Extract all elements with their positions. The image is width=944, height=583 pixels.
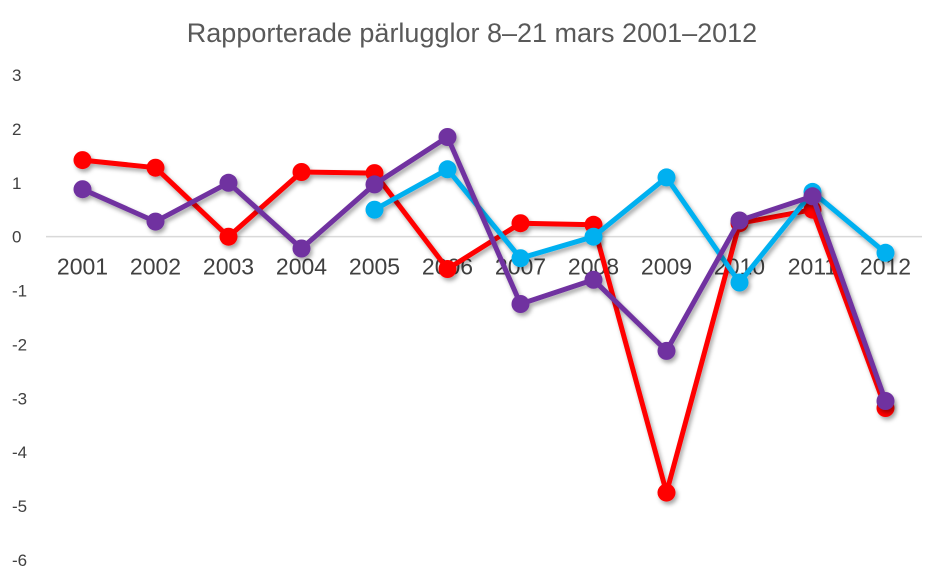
data-point (146, 212, 165, 231)
y-tick-label: 3 (12, 66, 21, 85)
data-point (292, 163, 311, 181)
data-point (511, 295, 530, 313)
data-point (365, 200, 384, 219)
data-point (730, 273, 749, 292)
y-tick-label: -6 (12, 551, 27, 570)
data-point (730, 211, 749, 230)
data-point (73, 180, 92, 199)
x-axis-tick-labels: 2001200220032004200520062007200820092010… (57, 254, 911, 280)
x-tick-label: 2003 (203, 254, 254, 280)
y-tick-label: -3 (12, 389, 27, 408)
y-axis-tick-labels: 3 2 1 0 -1 -2 -3 -4 -5 -6 (12, 66, 27, 570)
data-point (584, 227, 603, 246)
data-point (438, 260, 457, 278)
data-point (876, 392, 895, 410)
y-tick-label: -4 (12, 443, 27, 462)
data-point (365, 175, 384, 194)
x-tick-label: 2005 (349, 254, 400, 280)
data-point (584, 270, 603, 289)
x-tick-label: 2002 (130, 254, 181, 280)
data-point (73, 151, 92, 170)
data-point (438, 160, 457, 179)
y-tick-label: -1 (12, 282, 27, 301)
y-tick-label: 0 (12, 228, 21, 247)
y-tick-label: 2 (12, 120, 21, 139)
series-layer (73, 128, 895, 502)
data-point (292, 239, 311, 258)
data-point (657, 483, 676, 502)
data-point (876, 243, 895, 262)
x-tick-label: 2001 (57, 254, 108, 280)
y-tick-label: -5 (12, 497, 27, 516)
data-point (657, 168, 676, 187)
series-line (80, 157, 888, 496)
series-line (372, 166, 888, 285)
x-tick-label: 2004 (276, 254, 327, 280)
y-tick-label: 1 (12, 174, 21, 193)
series-line (80, 134, 888, 404)
chart-title: Rapporterade pärlugglor 8–21 mars 2001–2… (187, 18, 757, 48)
data-point (146, 158, 165, 177)
x-tick-label: 2009 (641, 254, 692, 280)
series-3 (73, 128, 895, 410)
data-point (219, 227, 238, 246)
data-point (511, 214, 530, 233)
data-point (438, 128, 457, 146)
data-point (803, 187, 822, 206)
data-point (219, 173, 238, 192)
data-point (657, 341, 676, 360)
y-tick-label: -2 (12, 335, 27, 354)
data-point (511, 249, 530, 268)
series-1 (73, 151, 895, 502)
